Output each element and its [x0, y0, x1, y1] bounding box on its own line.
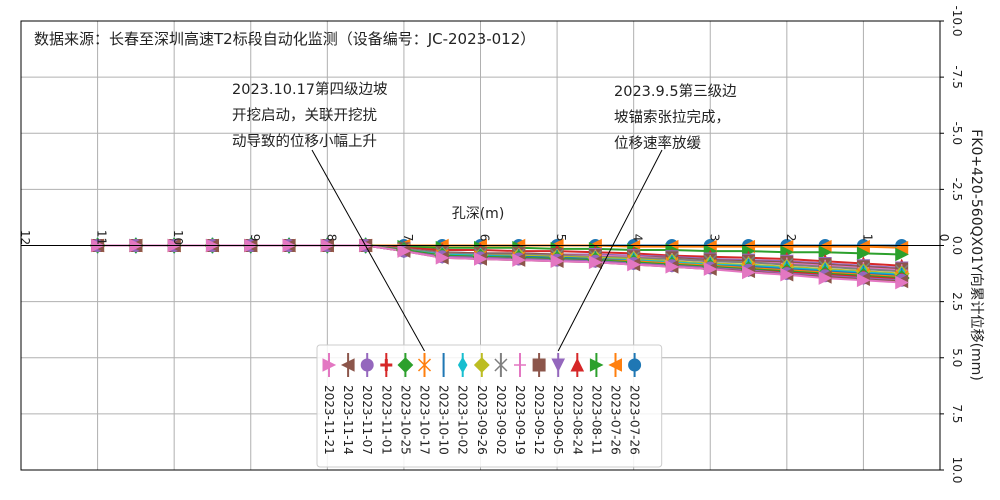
- x-tick-label: 4: [631, 234, 645, 242]
- data-point: [895, 247, 909, 262]
- legend-marker: [473, 357, 490, 373]
- y-tick-label: -10.0: [950, 5, 964, 36]
- legend-label: 2023-09-19: [513, 385, 527, 455]
- legend-label: 2023-08-24: [570, 385, 584, 455]
- x-tick-label: 6: [478, 234, 492, 242]
- x-tick-label: 7: [401, 234, 415, 242]
- data-point: [703, 262, 718, 276]
- legend-marker: [514, 359, 526, 371]
- legend-label: 2023-11-07: [360, 385, 374, 455]
- legend-label: 2023-09-26: [475, 385, 489, 455]
- data-point: [435, 251, 450, 265]
- legend-label: 2023-10-02: [456, 385, 470, 455]
- legend-label: 2023-07-26: [628, 385, 642, 455]
- data-source-note: 数据来源：长春至深圳高速T2标段自动化监测（设备编号：JC-2023-012）: [34, 30, 535, 48]
- data-point: [742, 265, 756, 280]
- x-tick-label: 8: [324, 234, 338, 242]
- legend-label: 2023-07-26: [609, 385, 623, 455]
- data-point: [665, 260, 680, 274]
- annotation-line: 位移速率放缓: [614, 135, 701, 152]
- data-point: [780, 267, 794, 282]
- data-point: [588, 255, 603, 270]
- legend-marker: [360, 358, 374, 372]
- y-tick-label: 7.5: [950, 404, 964, 423]
- x-axis-label: 孔深(m): [452, 206, 505, 222]
- x-tick-label: 1: [860, 234, 874, 242]
- y-axis-label: FK0+420-560QX01Y向累计位移(mm): [968, 129, 984, 381]
- data-point: [818, 271, 833, 285]
- y-tick-label: 0.0: [950, 236, 964, 255]
- legend-marker: [380, 359, 393, 371]
- legend-label: 2023-11-14: [341, 385, 355, 455]
- y-tick-label: 5.0: [950, 348, 964, 367]
- legend-marker: [532, 358, 546, 372]
- x-tick-label: 10: [171, 230, 185, 245]
- legend-box: [316, 344, 663, 468]
- y-tick-label: 2.5: [950, 292, 964, 311]
- data-point: [397, 244, 412, 258]
- annotation-line: 坡锚索张拉完成，: [614, 109, 730, 126]
- y-tick-label: 10.0: [950, 457, 964, 484]
- data-point: [894, 240, 909, 255]
- data-point: [856, 273, 871, 288]
- annotation-text: 2023.9.5第三级边坡锚索张拉完成， 位移速率放缓: [614, 82, 737, 152]
- x-tick-label: 12: [18, 230, 32, 245]
- annotation-text: 2023.10.17第四级边坡开挖启动，关联开挖扰动导致的位移小幅上升: [232, 80, 388, 150]
- data-point: [550, 254, 565, 269]
- legend-marker: [608, 358, 622, 372]
- legend-label: 2023-08-11: [589, 385, 603, 455]
- x-tick-label: 11: [95, 230, 109, 245]
- legend-marker: [589, 358, 604, 372]
- legend-label: 2023-10-17: [418, 385, 432, 455]
- data-point: [512, 253, 526, 267]
- data-point: [627, 257, 641, 272]
- legend-marker: [551, 358, 566, 373]
- data-point: [856, 239, 870, 254]
- x-tick-label: 9: [248, 234, 262, 242]
- legend-label: 2023-10-25: [398, 385, 412, 455]
- data-point: [474, 252, 488, 266]
- y-tick-labels: -10.0 -7.5 -5.0 -2.5 0.0 2.5 5.0 7.5 10.0: [940, 5, 964, 483]
- x-tick-label: 0: [937, 234, 951, 242]
- legend-marker: [322, 358, 337, 372]
- plot-frame: [20, 20, 941, 471]
- annotations: 2023.10.17第四级边坡开挖启动，关联开挖扰动导致的位移小幅上升2023.…: [232, 80, 737, 352]
- legend-marker: [417, 358, 432, 372]
- y-tick-label: -5.0: [950, 122, 964, 145]
- legend-marker: [628, 358, 642, 372]
- y-tick-label: -7.5: [950, 65, 964, 88]
- legend-marker: [340, 358, 355, 372]
- legend: 2023-11-21 2023-11-14 2023-11-07 2023-11-01…: [316, 344, 663, 468]
- annotation-line: 2023.10.17第四级边坡: [232, 80, 388, 98]
- legend-label: 2023-11-21: [322, 385, 336, 455]
- x-tick-label: 2: [784, 234, 798, 242]
- annotation-arrow: [557, 149, 663, 352]
- annotation-line: 2023.9.5第三级边: [614, 82, 737, 100]
- legend-label: 2023-10-10: [437, 385, 451, 455]
- annotation-line: 动导致的位移小幅上升: [232, 133, 377, 150]
- data-point: [895, 275, 909, 290]
- legend-marker: [397, 357, 414, 373]
- y-tick-label: -2.5: [950, 178, 964, 201]
- legend-label: 2023-09-05: [551, 385, 565, 455]
- legend-label: 2023-09-12: [532, 385, 546, 455]
- legend-marker: [494, 358, 508, 372]
- x-tick-label: 3: [707, 234, 721, 242]
- legend-label: 2023-11-01: [379, 385, 393, 455]
- annotation-line: 开挖启动，关联开挖扰: [232, 107, 377, 124]
- legend-label: 2023-09-02: [494, 385, 508, 455]
- legend-marker: [457, 356, 468, 374]
- legend-marker: [570, 357, 585, 372]
- annotation-arrow: [311, 149, 425, 352]
- x-tick-label: 5: [554, 234, 568, 242]
